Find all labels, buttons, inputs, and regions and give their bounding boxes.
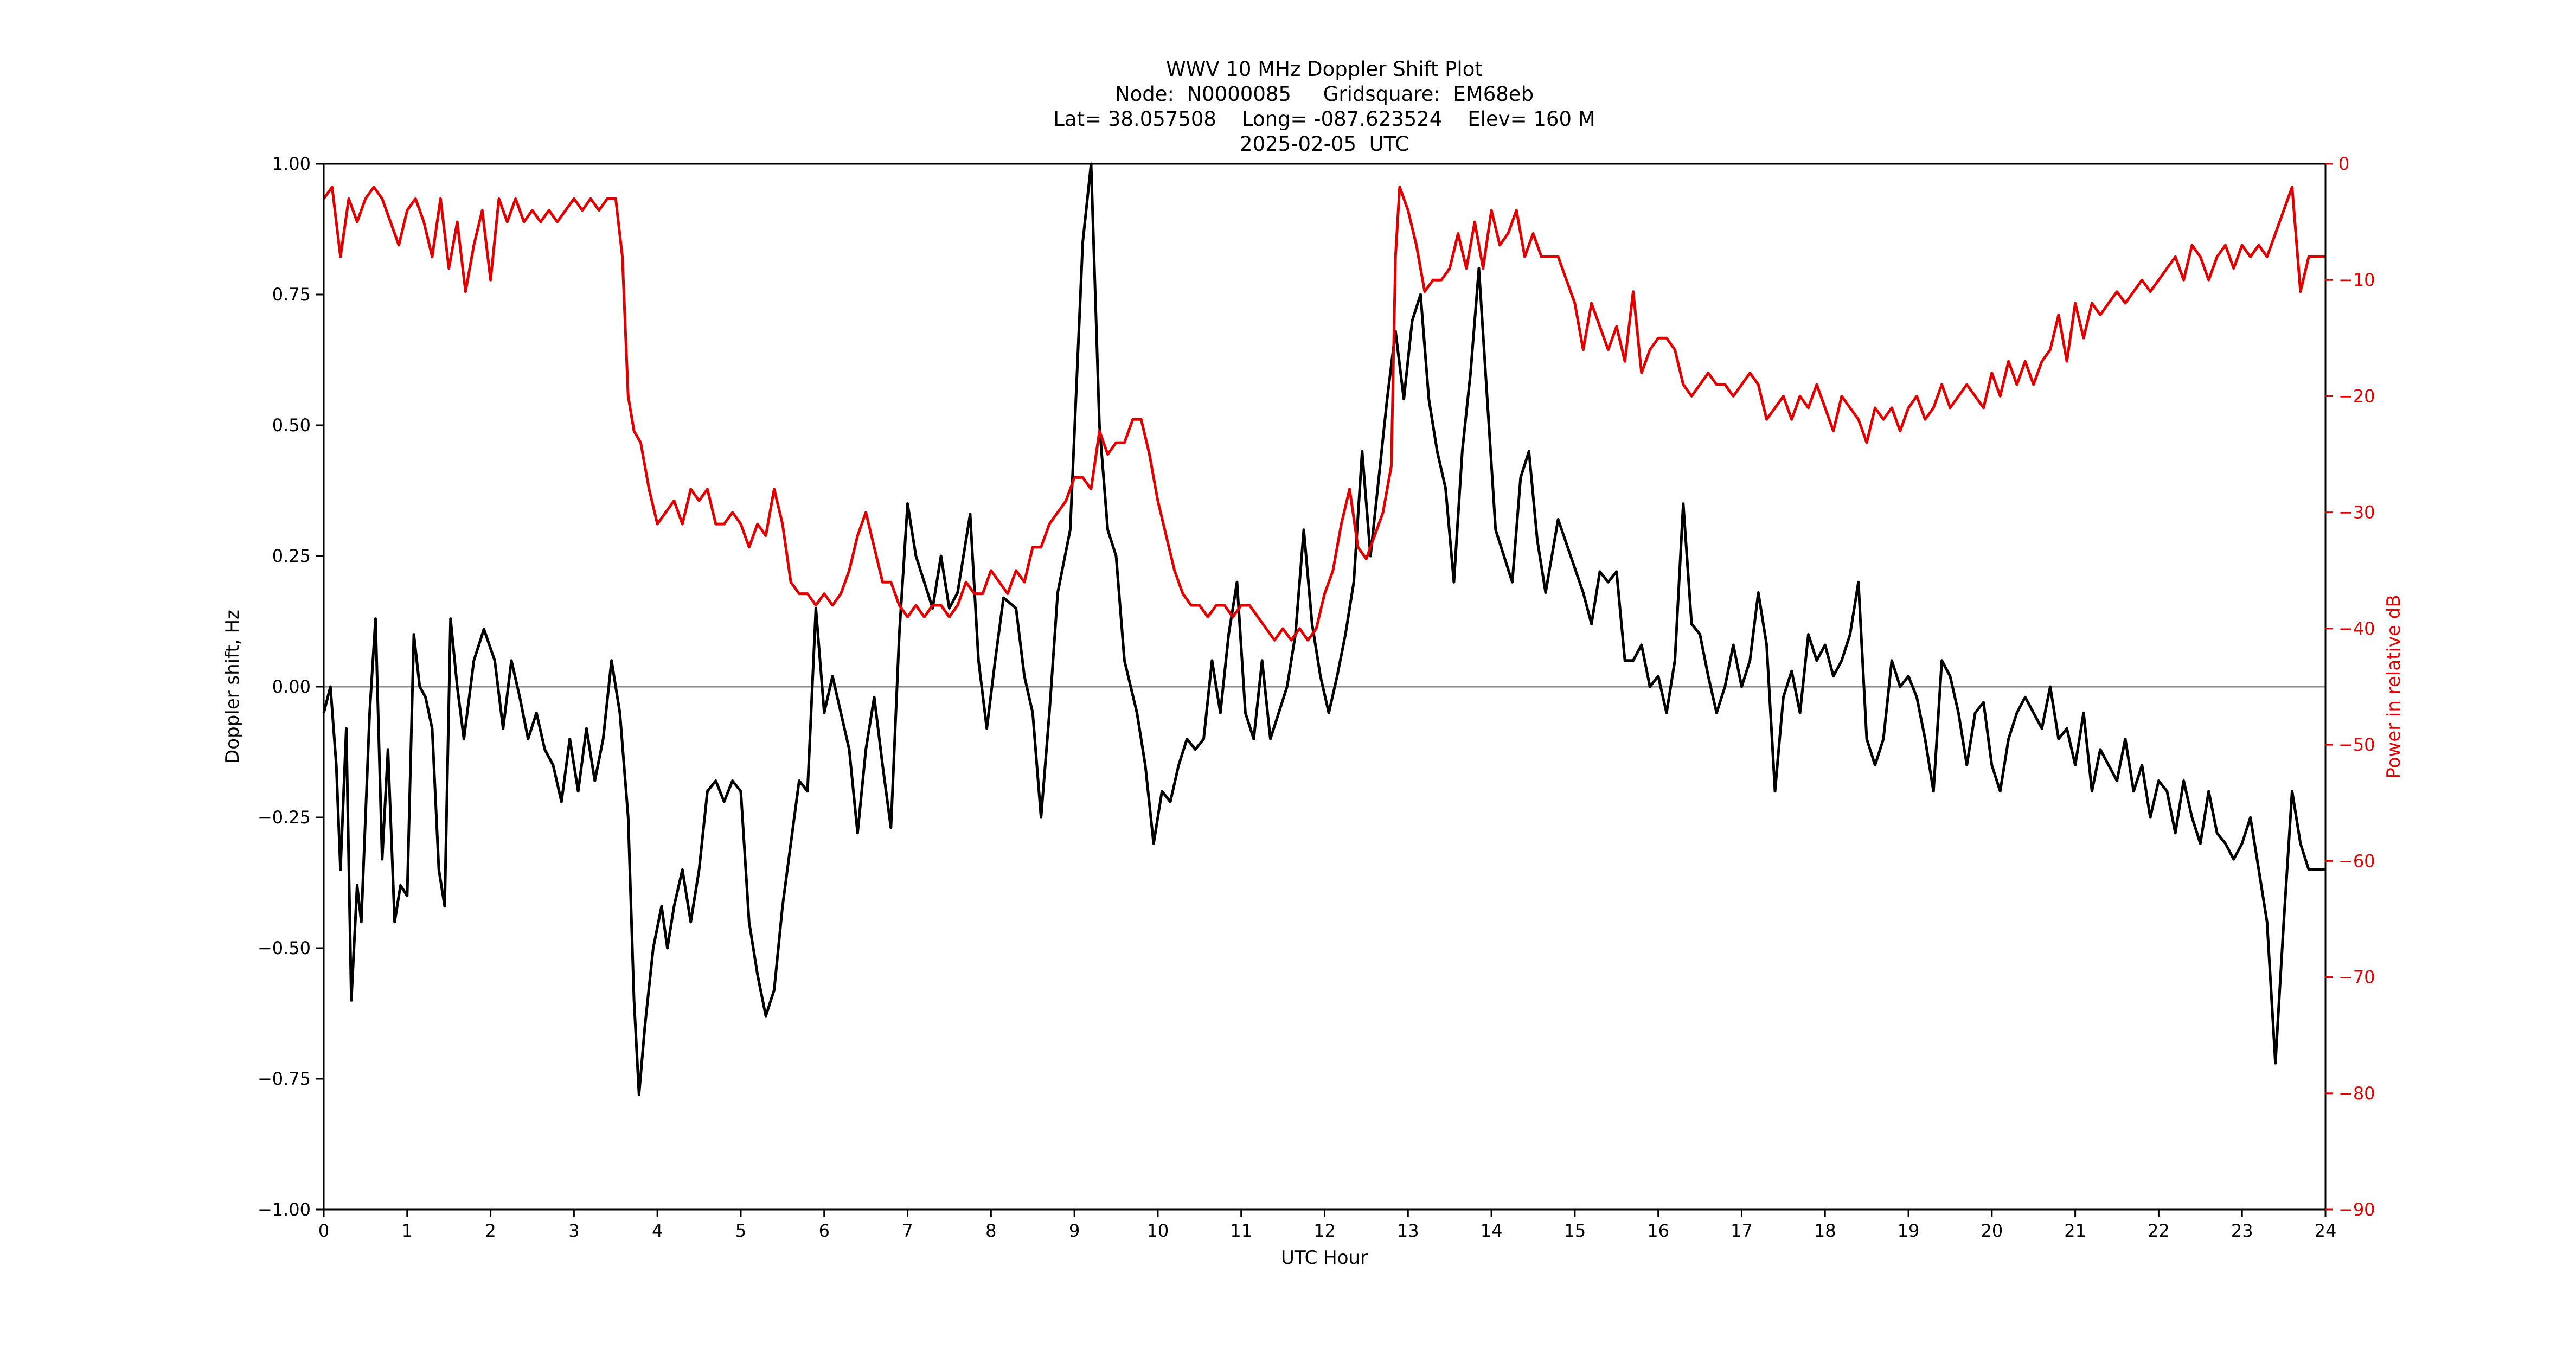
y-tick-label: −0.50 — [258, 938, 311, 958]
series-line-power — [322, 186, 2325, 642]
y-tick-label: 0.50 — [272, 415, 311, 436]
x-tick-label: 7 — [902, 1220, 913, 1241]
title-line-1: WWV 10 MHz Doppler Shift Plot — [1166, 57, 1483, 81]
y-right-tick-label: −30 — [2338, 502, 2375, 523]
x-tick-label: 8 — [985, 1220, 996, 1241]
y-right-tick-label: −60 — [2338, 850, 2375, 871]
x-tick-label: 6 — [819, 1220, 830, 1241]
y-tick-label: −0.25 — [258, 807, 311, 828]
x-tick-label: 2 — [485, 1220, 496, 1241]
x-tick-label: 14 — [1481, 1220, 1503, 1241]
x-tick-label: 20 — [1981, 1220, 2003, 1241]
y-right-tick-label: −20 — [2338, 386, 2375, 406]
y-axis-label: Doppler shift, Hz — [222, 610, 243, 764]
y-right-tick-label: −50 — [2338, 734, 2375, 755]
x-tick-label: 21 — [2064, 1220, 2086, 1241]
x-tick-label: 5 — [735, 1220, 746, 1241]
x-tick-label: 15 — [1564, 1220, 1586, 1241]
y-tick-label: −0.75 — [258, 1069, 311, 1089]
x-tick-label: 23 — [2231, 1220, 2253, 1241]
y-tick-label: 0.25 — [272, 546, 311, 566]
x-tick-label: 16 — [1647, 1220, 1669, 1241]
series-line-doppler — [322, 162, 2325, 1096]
y-axis-right-label: Power in relative dB — [2383, 594, 2405, 778]
x-tick-label: 4 — [652, 1220, 663, 1241]
x-tick-label: 3 — [568, 1220, 579, 1241]
x-tick-label: 0 — [318, 1220, 329, 1241]
title-line-2: Node: N0000085 Gridsquare: EM68eb — [1115, 82, 1534, 106]
y-right-tick-label: 0 — [2338, 153, 2349, 174]
x-tick-label: 10 — [1147, 1220, 1169, 1241]
x-tick-label: 1 — [402, 1220, 413, 1241]
x-tick-label: 9 — [1069, 1220, 1080, 1241]
x-axis-label: UTC Hour — [1281, 1247, 1368, 1269]
y-tick-label: 0.75 — [272, 284, 311, 305]
x-tick-label: 24 — [2315, 1220, 2337, 1241]
title-line-3: Lat= 38.057508 Long= -087.623524 Elev= 1… — [1053, 107, 1595, 131]
title-line-4: 2025-02-05 UTC — [1240, 132, 1409, 156]
x-tick-label: 13 — [1397, 1220, 1419, 1241]
x-tick-label: 12 — [1313, 1220, 1336, 1241]
chart-title: WWV 10 MHz Doppler Shift Plot Node: N000… — [1053, 57, 1595, 156]
y-tick-label: 1.00 — [272, 153, 311, 174]
y-right-tick-label: −70 — [2338, 967, 2375, 988]
x-tick-label: 17 — [1731, 1220, 1753, 1241]
x-tick-label: 11 — [1230, 1220, 1252, 1241]
x-tick-label: 19 — [1898, 1220, 1920, 1241]
x-tick-label: 18 — [1814, 1220, 1836, 1241]
plot-area: 0 1 2 3 4 5 6 7 8 9 10 11 12 13 14 15 16 17 18 19 20 21 22 23 24… — [258, 153, 2375, 1241]
x-tick-label: 22 — [2148, 1220, 2170, 1241]
y-right-tick-label: −90 — [2338, 1199, 2375, 1220]
y-right-tick-label: −80 — [2338, 1083, 2375, 1104]
y-right-tick-label: −40 — [2338, 618, 2375, 639]
y-right-tick-label: −10 — [2338, 270, 2375, 290]
y-tick-label: 0.00 — [272, 676, 311, 697]
y-tick-label: −1.00 — [258, 1199, 311, 1220]
